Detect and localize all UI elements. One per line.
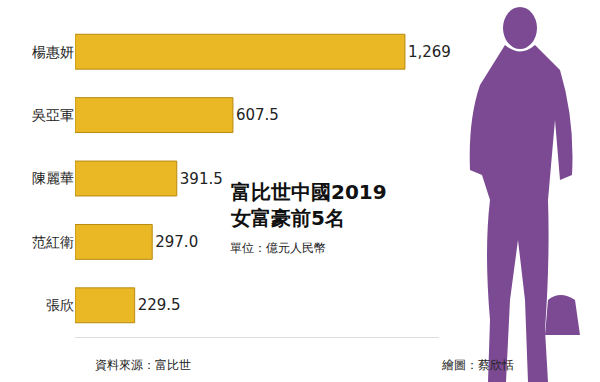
svg-text:繪圖：蔡欣恬: 繪圖：蔡欣恬 [441,358,514,372]
svg-text:張欣: 張欣 [46,297,74,313]
svg-text:資料來源：富比世: 資料來源：富比世 [95,358,191,372]
svg-text:297.0: 297.0 [155,233,198,251]
svg-text:607.5: 607.5 [236,106,279,124]
svg-text:391.5: 391.5 [180,170,223,188]
svg-text:陳麗華: 陳麗華 [32,170,74,186]
svg-text:富比世中國2019女富豪前5名: 富比世中國2019女富豪前5名 [230,180,387,230]
svg-text:范紅衛: 范紅衛 [32,234,74,250]
svg-text:229.5: 229.5 [138,296,181,314]
svg-text:1,269: 1,269 [408,43,451,61]
svg-text:吳亞軍: 吳亞軍 [32,107,74,123]
svg-text:楊惠妍: 楊惠妍 [32,44,74,60]
svg-text:單位：億元人民幣: 單位：億元人民幣 [230,241,326,255]
